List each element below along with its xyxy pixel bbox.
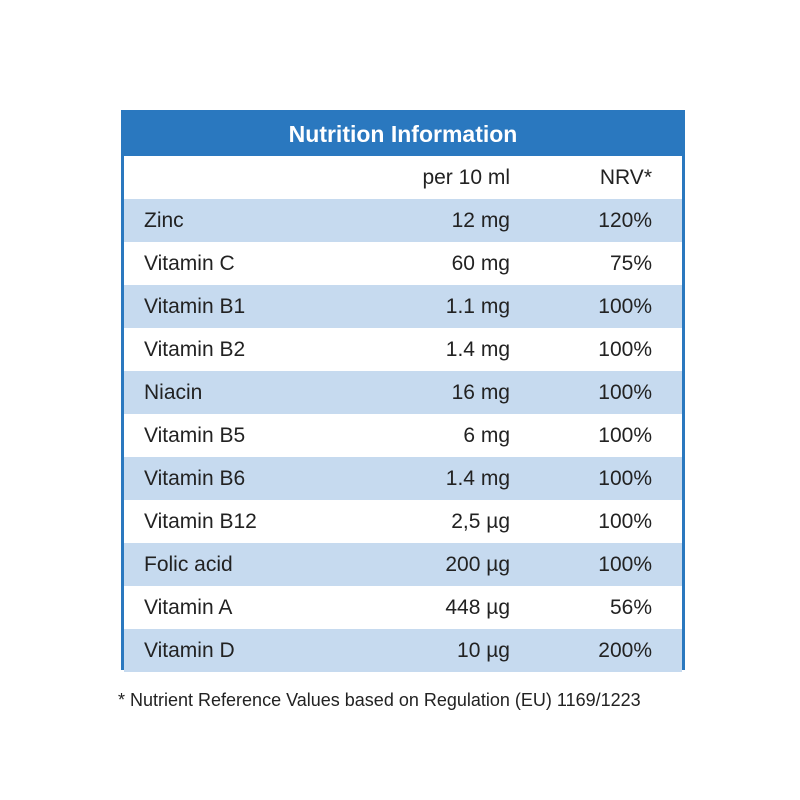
table-row: Vitamin B6 1.4 mg 100% xyxy=(124,457,682,500)
amount: 12 mg xyxy=(451,209,510,232)
amount: 2,5 µg xyxy=(451,510,510,533)
table-row: Vitamin B5 6 mg 100% xyxy=(124,414,682,457)
table-row: Vitamin B2 1.4 mg 100% xyxy=(124,328,682,371)
amount: 16 mg xyxy=(451,381,510,404)
nutrient-name: Vitamin D xyxy=(144,639,235,662)
nrv: 100% xyxy=(598,338,652,361)
amount: 10 µg xyxy=(457,639,510,662)
nrv: 120% xyxy=(598,209,652,232)
nrv: 75% xyxy=(609,252,652,275)
table-row: Niacin 16 mg 100% xyxy=(124,371,682,414)
nutrient-name: Vitamin B5 xyxy=(144,424,246,447)
nutrient-name: Niacin xyxy=(144,381,203,404)
nutrient-name: Vitamin B2 xyxy=(144,338,246,361)
nutrient-name: Vitamin A xyxy=(144,596,233,619)
table-row: Vitamin B12 2,5 µg 100% xyxy=(124,500,682,543)
nrv: 100% xyxy=(598,510,652,533)
table-row: Vitamin C 60 mg 75% xyxy=(124,242,682,285)
nrv: NRV* xyxy=(599,166,652,189)
nutrient-name: Vitamin B6 xyxy=(144,467,246,490)
nutrition-table: Nutrition Information per 10 ml NRV* Zinc 1… xyxy=(121,110,685,672)
footnote: * Nutrient Reference Values based on Reg… xyxy=(118,690,641,710)
amount: 6 mg xyxy=(463,424,510,447)
table-title: Nutrition Information xyxy=(124,113,682,156)
table-row: Vitamin A 448 µg 56% xyxy=(124,586,682,629)
amount: 1.4 mg xyxy=(445,467,510,490)
amount: 60 mg xyxy=(451,252,510,275)
nrv: 100% xyxy=(598,381,652,404)
nrv: 100% xyxy=(598,424,652,447)
nrv: 100% xyxy=(598,467,652,490)
table-row: Zinc 12 mg 120% xyxy=(124,199,682,242)
table-row: Folic acid 200 µg 100% xyxy=(124,543,682,586)
header-row: per 10 ml NRV* xyxy=(124,156,682,199)
nutrient-name: Vitamin B1 xyxy=(144,295,246,318)
amount: 1.4 mg xyxy=(445,338,510,361)
nrv: 56% xyxy=(609,596,652,619)
amount: per 10 ml xyxy=(422,166,510,189)
nrv: 100% xyxy=(598,553,652,576)
table-row: Vitamin D 10 µg 200% xyxy=(124,629,682,672)
amount: 200 µg xyxy=(445,553,510,576)
amount: 1.1 mg xyxy=(445,295,510,318)
nutrient-name: Zinc xyxy=(144,209,184,232)
nutrient-name: Vitamin C xyxy=(144,252,235,275)
nutrient-name: Vitamin B12 xyxy=(144,510,257,533)
nrv: 100% xyxy=(598,295,652,318)
nutrient-name: Folic acid xyxy=(144,553,233,576)
nrv: 200% xyxy=(598,639,652,662)
table-row: Vitamin B1 1.1 mg 100% xyxy=(124,285,682,328)
amount: 448 µg xyxy=(445,596,510,619)
